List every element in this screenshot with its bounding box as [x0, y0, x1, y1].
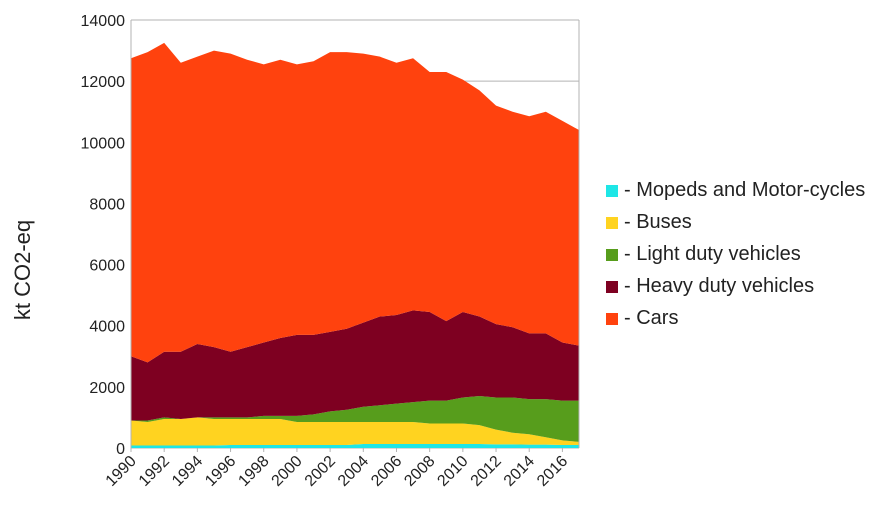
y-axis-label: kt CO2-eq — [10, 220, 35, 320]
y-tick-label: 0 — [116, 441, 125, 458]
legend-label: - Heavy duty vehicles — [624, 275, 815, 297]
legend-label: - Cars — [624, 307, 679, 329]
x-tick-label: 2008 — [401, 453, 438, 490]
area — [131, 42, 579, 363]
area — [131, 417, 579, 446]
x-tick-label: 1990 — [103, 453, 140, 490]
legend-item: - Heavy duty vehicles — [604, 274, 866, 298]
y-tick-label: 6000 — [89, 258, 125, 275]
y-tick-label: 14000 — [81, 13, 126, 30]
legend-swatch — [606, 249, 618, 261]
x-tick-label: 1992 — [136, 453, 173, 490]
x-tick-label: 2010 — [434, 453, 471, 490]
x-tick-label: 1998 — [235, 453, 272, 490]
x-tick-label: 2006 — [368, 453, 405, 490]
x-tick-label: 2000 — [269, 453, 306, 490]
legend-swatch — [606, 313, 618, 325]
legend-item: - Cars — [604, 306, 866, 330]
x-tick-label: 2016 — [534, 453, 571, 490]
legend-item: - Mopeds and Motor-cycles — [604, 178, 866, 202]
legend-item: - Buses — [604, 210, 866, 234]
x-tick-label: 2014 — [501, 453, 538, 490]
y-tick-label: 2000 — [89, 380, 125, 397]
x-tick-label: 1994 — [169, 453, 206, 490]
area — [131, 396, 579, 442]
y-tick-label: 12000 — [81, 74, 126, 91]
y-tick-label: 10000 — [81, 135, 126, 152]
area — [131, 444, 579, 448]
area — [131, 310, 579, 421]
x-tick-label: 2002 — [302, 453, 339, 490]
x-tick-label: 1996 — [202, 453, 239, 490]
legend-label: - Light duty vehicles — [624, 243, 801, 265]
legend-label: - Buses — [624, 211, 692, 233]
x-tick-label: 2004 — [335, 453, 372, 490]
x-tick-label: 2012 — [468, 453, 505, 490]
legend-swatch — [606, 217, 618, 229]
legend-label: - Mopeds and Motor-cycles — [624, 179, 866, 201]
legend-item: - Light duty vehicles — [604, 242, 866, 266]
y-tick-label: 8000 — [89, 196, 125, 213]
legend-swatch — [606, 185, 618, 197]
y-tick-label: 4000 — [89, 319, 125, 336]
legend-swatch — [606, 281, 618, 293]
legend: - Mopeds and Motor-cycles - Buses - Light … — [604, 178, 866, 338]
areas — [131, 42, 579, 448]
